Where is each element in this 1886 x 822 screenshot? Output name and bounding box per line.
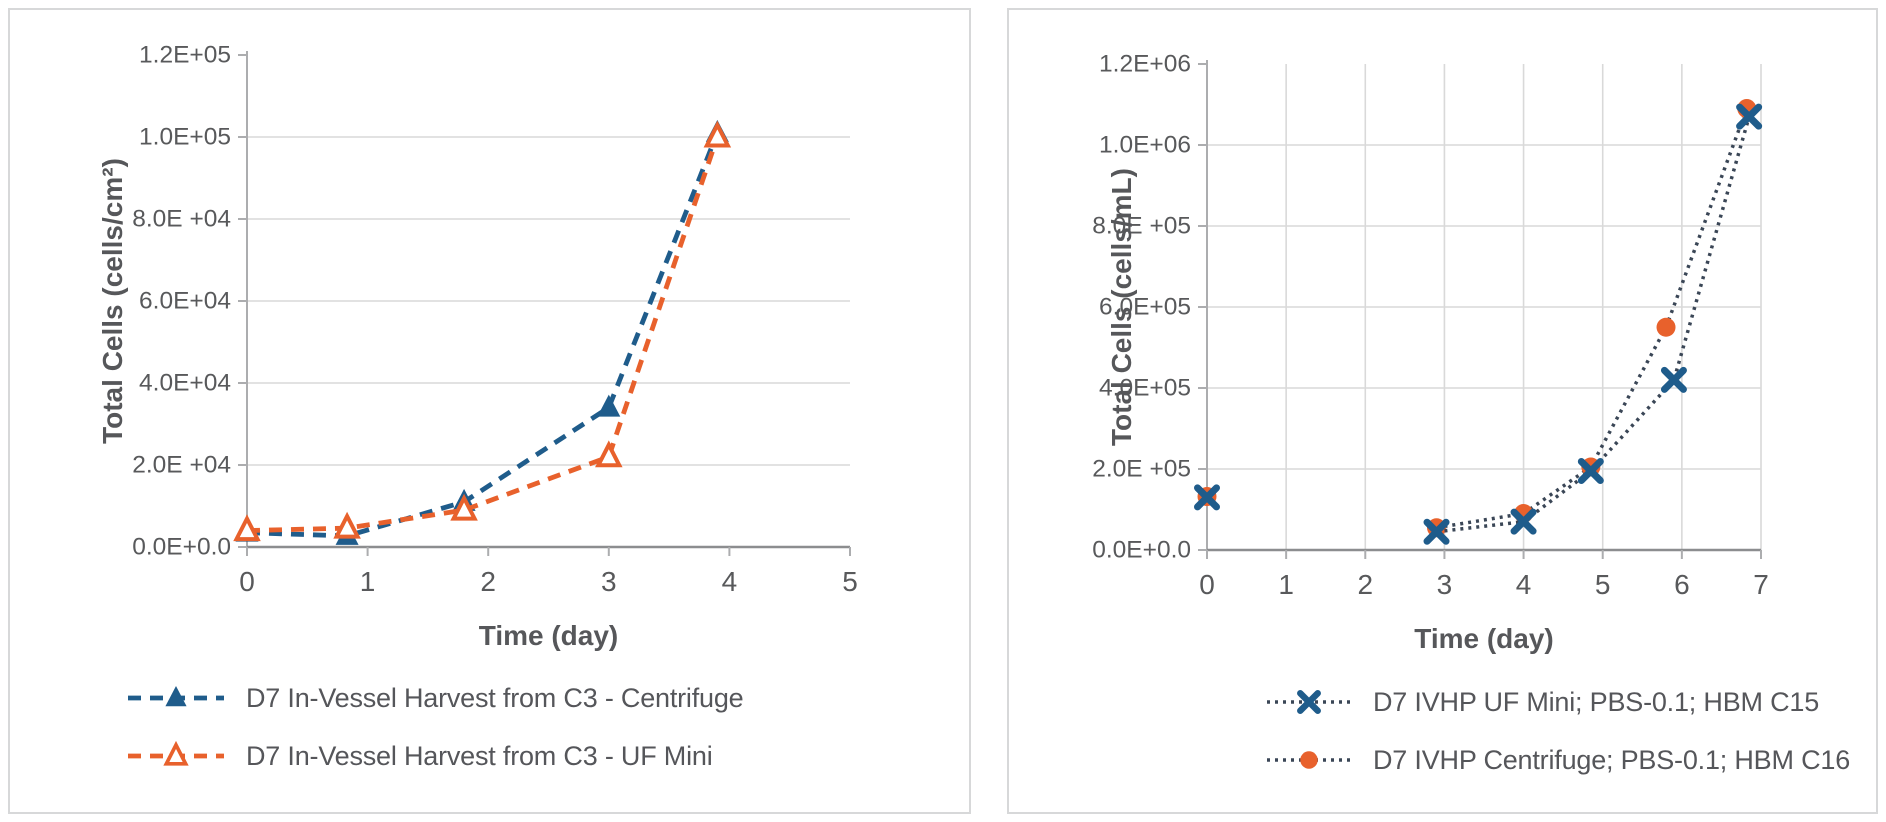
- marker-triangle-filled-icon: [165, 686, 187, 707]
- y-axis-title: Total Cells (cells/mL): [1106, 168, 1137, 446]
- x-tick-label: 1: [1278, 569, 1294, 600]
- series-line: [1436, 116, 1751, 534]
- x-tick-label: 1: [360, 566, 376, 597]
- legend-marker-ivhp-centrifuge-icon: [1267, 751, 1351, 769]
- x-tick-label: 5: [842, 566, 858, 597]
- x-tick-label: 7: [1753, 569, 1769, 600]
- x-tick-label: 2: [1357, 569, 1373, 600]
- right-chart-canvas: 0.0E+0.0 2.0E +05 4.0E+05 6.0E+05 8.0E +05 1.…: [1092, 51, 1769, 655]
- y-tick-label: 4.0E+05: [1099, 375, 1191, 402]
- legend-item-ivhp-uf-mini: D7 IVHP UF Mini; PBS-0.1; HBM C15: [1265, 682, 1819, 722]
- y-tick-label: 6.0E+05: [1099, 294, 1191, 321]
- y-tick-label: 0.0E+0.0: [1092, 537, 1191, 564]
- marker-x-icon: [1297, 690, 1321, 714]
- marker-x-icon: [1194, 484, 1220, 511]
- x-tick-label: 5: [1595, 569, 1611, 600]
- marker-triangle-open-icon: [233, 514, 261, 542]
- y-tick-label: 1.0E+05: [139, 124, 231, 151]
- right-chart-panel: 0.0E+0.0 2.0E +05 4.0E+05 6.0E+05 8.0E +05 1.…: [1007, 8, 1878, 814]
- series-line: [246, 132, 720, 539]
- legend-item-uf-mini: D7 In-Vessel Harvest from C3 - UF Mini: [126, 736, 713, 776]
- marker-triangle-open-icon: [333, 511, 361, 539]
- x-tick-label: 0: [1199, 569, 1215, 600]
- x-axis-title: Time (day): [1414, 623, 1554, 654]
- marker-triangle-open-icon: [595, 440, 623, 468]
- marker-triangle-open-icon: [450, 493, 478, 521]
- legend-label-ivhp-centrifuge: D7 IVHP Centrifuge; PBS-0.1; HBM C16: [1373, 744, 1851, 775]
- legend-item-ivhp-centrifuge: D7 IVHP Centrifuge; PBS-0.1; HBM C16: [1265, 740, 1850, 780]
- y-tick-label: 1.2E+05: [139, 42, 231, 69]
- y-tick-label: 2.0E +04: [132, 452, 231, 479]
- legend-marker-ivhp-uf-mini-icon: [1267, 690, 1351, 714]
- x-tick-label: 3: [1437, 569, 1453, 600]
- legend-label-ivhp-uf-mini: D7 IVHP UF Mini; PBS-0.1; HBM C15: [1373, 686, 1820, 717]
- x-tick-label: 0: [239, 566, 255, 597]
- marker-x-icon: [1736, 103, 1763, 130]
- left-chart-canvas: 0.0E+0.0 2.0E +04 4.0E+04 6.0E+04 8.0E +04 1.…: [97, 42, 858, 652]
- series-line: [246, 136, 720, 533]
- y-tick-label: 2.0E +05: [1092, 456, 1191, 483]
- y-tick-label: 4.0E+04: [139, 370, 231, 397]
- x-axis-title: Time (day): [479, 620, 619, 651]
- left-chart-panel: 0.0E+0.0 2.0E +04 4.0E+04 6.0E+04 8.0E +04 1.…: [8, 8, 971, 814]
- legend-label-centrifuge: D7 In-Vessel Harvest from C3 - Centrifug…: [246, 682, 744, 713]
- y-tick-label: 1.2E+06: [1099, 51, 1191, 78]
- marker-triangle-filled-icon: [597, 394, 621, 417]
- legend-marker-uf-mini-icon: [128, 740, 224, 766]
- y-tick-label: 0.0E+0.0: [132, 534, 231, 561]
- y-tick-label: 8.0E +05: [1092, 213, 1191, 240]
- legend-label-uf-mini: D7 In-Vessel Harvest from C3 - UF Mini: [246, 740, 713, 771]
- marker-circle-icon: [1300, 751, 1318, 769]
- legend-item-centrifuge: D7 In-Vessel Harvest from C3 - Centrifug…: [126, 678, 744, 718]
- y-tick-label: 1.0E+06: [1099, 132, 1191, 159]
- marker-x-icon: [1577, 458, 1604, 485]
- legend-marker-centrifuge-icon: [128, 686, 224, 707]
- marker-x-icon: [1510, 508, 1537, 535]
- marker-triangle-open-icon: [703, 120, 732, 148]
- x-tick-label: 3: [601, 566, 617, 597]
- x-tick-label: 4: [1516, 569, 1532, 600]
- x-tick-label: 4: [722, 566, 738, 597]
- x-tick-label: 6: [1674, 569, 1690, 600]
- y-axis-title: Total Cells (cells/cm²): [97, 158, 128, 444]
- y-tick-label: 8.0E +04: [132, 206, 231, 233]
- y-tick-label: 6.0E+04: [139, 288, 231, 315]
- marker-circle-icon: [1656, 317, 1676, 337]
- marker-triangle-open-icon: [163, 740, 189, 766]
- marker-x-icon: [1423, 518, 1450, 545]
- marker-x-icon: [1660, 366, 1687, 393]
- x-tick-label: 2: [480, 566, 496, 597]
